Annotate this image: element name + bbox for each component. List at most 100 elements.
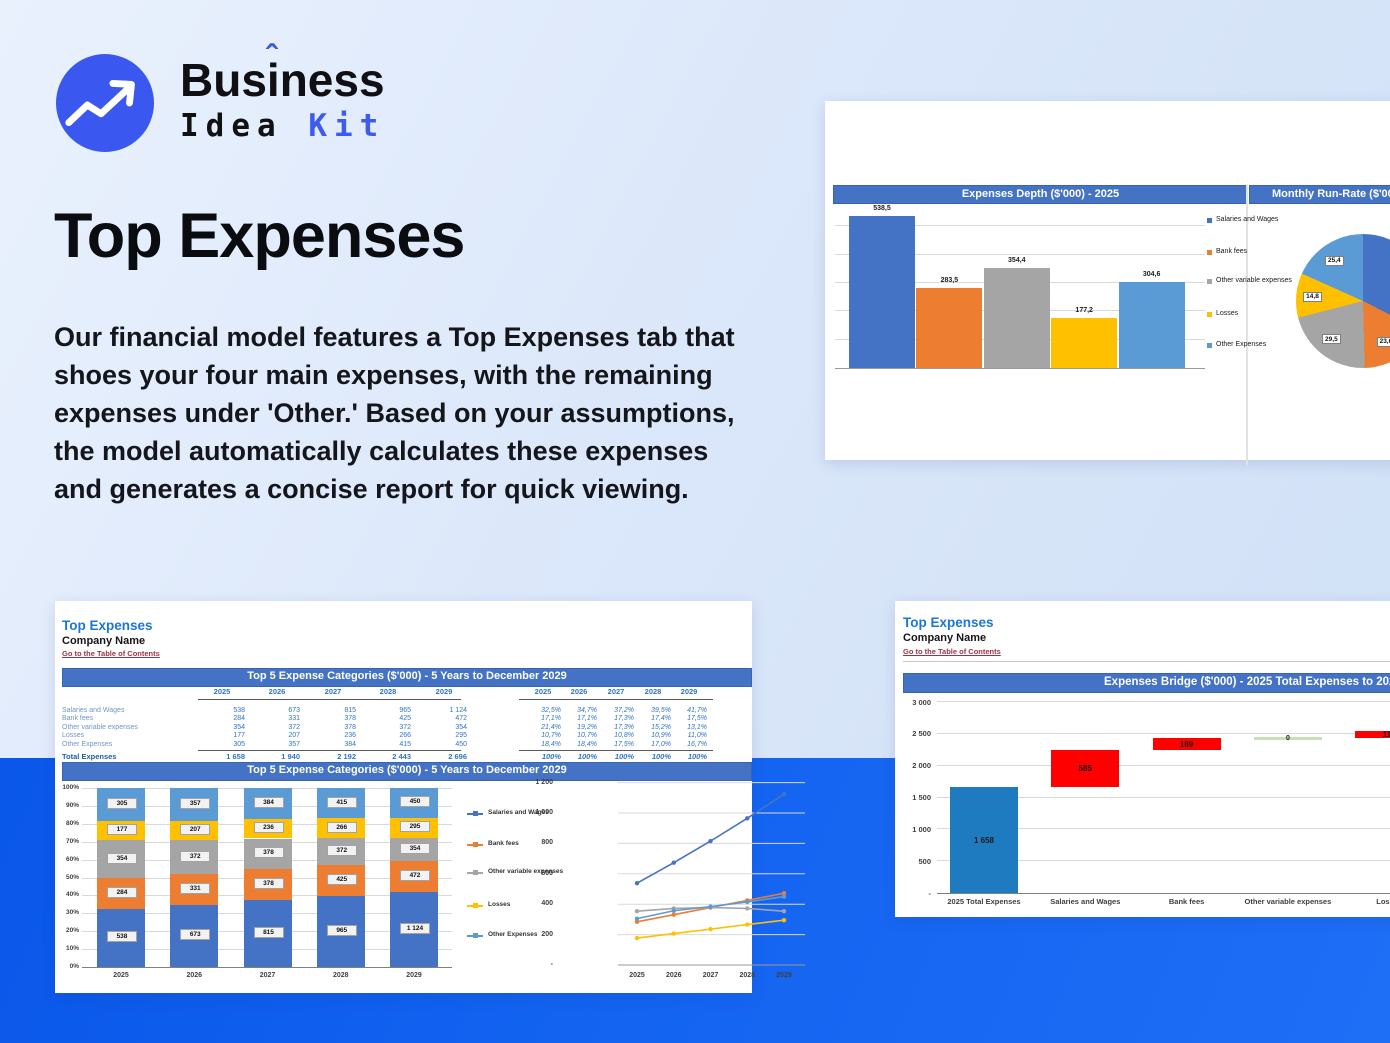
y-tick: - bbox=[928, 888, 932, 898]
cell-value: 965 bbox=[399, 706, 411, 714]
legend-label: Bank fees bbox=[488, 840, 519, 847]
stack-seg-label: 965 bbox=[326, 925, 357, 937]
legend-marker bbox=[473, 811, 478, 816]
stack-seg-label: 450 bbox=[400, 796, 430, 808]
cell-pct: 37,2% bbox=[614, 706, 634, 714]
stack-seg-label: 354 bbox=[400, 842, 430, 854]
sheet-title: Top Expenses bbox=[62, 618, 153, 633]
y-tick: - bbox=[550, 961, 553, 968]
row-label: Other variable expenses bbox=[62, 723, 138, 731]
table-of-contents-link[interactable]: Go to the Table of Contents bbox=[903, 646, 1001, 656]
stack-seg-label: 415 bbox=[326, 796, 357, 808]
gridline bbox=[937, 732, 1390, 734]
y-tick: 1 000 bbox=[912, 824, 931, 834]
stack-seg-label: 815 bbox=[253, 927, 284, 939]
bar-Other Expenses bbox=[1118, 281, 1185, 368]
stack-seg-label: 384 bbox=[253, 796, 284, 808]
trend-arrow-icon bbox=[65, 79, 135, 127]
cell-pct: 11,0% bbox=[687, 732, 707, 740]
legend-marker bbox=[473, 903, 478, 908]
table-rule bbox=[198, 698, 461, 700]
page-title: Top Expenses bbox=[54, 201, 465, 271]
expenses-depth-bar-plot: 538,5 283,5 354,4 177,2 304,6 bbox=[835, 205, 1205, 369]
waterfall-bar-2025 Total Expenses bbox=[950, 787, 1018, 893]
row-label: Bank fees bbox=[62, 715, 94, 723]
total-pct: 100% bbox=[577, 751, 597, 761]
bar-label: 354,4 bbox=[1008, 256, 1026, 264]
waterfall-bar-Bank fees bbox=[1152, 738, 1221, 751]
cell-value: 177 bbox=[233, 732, 245, 740]
year-header: 2028 bbox=[379, 687, 397, 696]
cell-pct: 17,5% bbox=[687, 715, 707, 723]
bar-label: 1 658 bbox=[973, 836, 995, 846]
gridline bbox=[937, 701, 1390, 703]
legend-label: Other variable expenses bbox=[1216, 277, 1292, 284]
data-point bbox=[745, 922, 750, 927]
y-tick: 2 000 bbox=[912, 761, 931, 771]
legend-item-Other Expenses: Other Expenses bbox=[467, 931, 582, 951]
data-point bbox=[634, 919, 640, 925]
bar-Losses bbox=[1051, 317, 1118, 368]
top5-chart-header: Top 5 Expense Categories ($'000) - 5 Yea… bbox=[62, 762, 752, 781]
data-point bbox=[708, 838, 713, 844]
cell-pct: 17,3% bbox=[614, 715, 634, 723]
data-point bbox=[708, 926, 713, 932]
stack-seg-label: 295 bbox=[400, 821, 430, 833]
total-value: 1 658 bbox=[226, 751, 245, 761]
year-header: 2029 bbox=[680, 687, 698, 696]
stack-seg-label: 305 bbox=[107, 797, 137, 809]
total-pct: 100% bbox=[614, 751, 634, 761]
cell-value: 372 bbox=[399, 723, 411, 731]
y-tick: 1 200 bbox=[535, 778, 553, 786]
cell-pct: 17,5% bbox=[614, 740, 634, 748]
legend-label: Salaries and Wages bbox=[1216, 216, 1279, 223]
top5-expense-table: 2025 2025 2026 2026 2027 2027 2028 2028 2029 2029… bbox=[55, 601, 752, 781]
cell-value: 378 bbox=[344, 715, 356, 723]
sheet-divider bbox=[903, 661, 1390, 662]
row-label: Other Expenses bbox=[62, 740, 113, 748]
cell-pct: 17,0% bbox=[651, 740, 671, 748]
y-tick: 200 bbox=[541, 930, 553, 938]
brand-name-ideakit: Idea Kit bbox=[180, 108, 386, 144]
year-header: 2028 bbox=[644, 687, 662, 696]
bar-label: 304,6 bbox=[1142, 270, 1161, 278]
cell-pct: 19,2% bbox=[577, 723, 597, 731]
bar-label: 0 bbox=[1285, 735, 1290, 743]
cell-value: 305 bbox=[233, 740, 245, 748]
year-header: 2029 bbox=[435, 687, 453, 696]
y-tick: 1 500 bbox=[912, 793, 931, 802]
legend-item-Salaries and Wages: Salaries and Wages bbox=[467, 809, 582, 829]
data-point bbox=[781, 791, 787, 797]
y-tick: 500 bbox=[918, 856, 931, 866]
x-tick: 2029 bbox=[776, 972, 792, 979]
x-tick: 2025 bbox=[629, 972, 645, 979]
table-rule bbox=[519, 698, 713, 700]
stack-seg-label: 236 bbox=[253, 822, 284, 834]
stack-seg-label: 372 bbox=[180, 850, 211, 862]
company-name: Company Name bbox=[903, 632, 987, 644]
data-point bbox=[671, 908, 676, 913]
total-value: 2 696 bbox=[448, 751, 467, 761]
expenses-depth-screenshot-card: Expenses Depth ($'000) - 2025 Monthly Ru… bbox=[825, 101, 1390, 465]
cell-pct: 21,4% bbox=[541, 723, 561, 731]
total-pct: 100% bbox=[541, 751, 561, 761]
total-label: Total Expenses bbox=[62, 751, 117, 761]
cell-value: 384 bbox=[344, 740, 356, 748]
stack-seg-label: 177 bbox=[107, 823, 137, 835]
data-point bbox=[634, 881, 640, 886]
cell-value: 673 bbox=[288, 706, 300, 714]
stack-seg-label: 673 bbox=[180, 929, 211, 941]
top5-stacked-bar-plot: 538 284 354 177 305 673 331 372 207 357 815 378 378 2… bbox=[82, 787, 452, 968]
table-of-contents-link[interactable]: Go to the Table of Contents bbox=[62, 649, 160, 658]
y-tick: 1 000 bbox=[535, 809, 553, 816]
legend-item-Bank fees: Bank fees bbox=[467, 840, 582, 860]
stack-seg-label: 1 124 bbox=[400, 923, 430, 935]
x-category: Other variable expenses bbox=[1244, 897, 1332, 906]
cell-pct: 10,7% bbox=[577, 732, 597, 740]
top5-expenses-screenshot-card: Top Expenses Company Name Go to the Tabl… bbox=[55, 601, 805, 993]
gridline bbox=[937, 828, 1390, 830]
top5-line-chart-axes: -200 400 600 800 1 000 1 200 2025 2026 2027 2028 2… bbox=[55, 601, 791, 993]
legend-swatch-Losses bbox=[1207, 312, 1212, 317]
stack-seg-label: 538 bbox=[107, 931, 137, 943]
